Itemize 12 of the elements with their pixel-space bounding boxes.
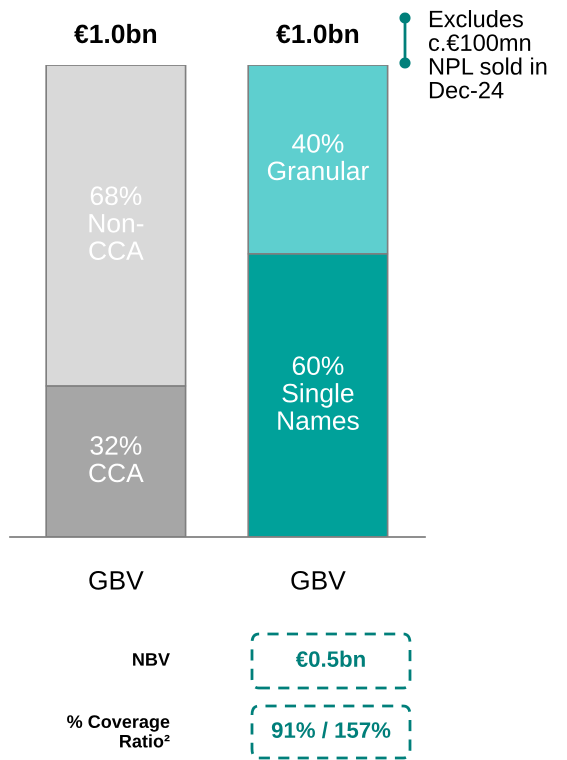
text: % Coverage Ratio² <box>67 715 170 748</box>
text: €0.5bn <box>296 650 365 667</box>
data-label: 40% Granular <box>268 134 369 180</box>
data-label: 32% CCA <box>89 436 144 482</box>
text: NBV <box>133 653 170 666</box>
text: €1.0bn <box>276 24 358 44</box>
x-tick-label: GBV <box>89 571 144 590</box>
text: 91% / 157% <box>272 722 390 738</box>
data-label: 60% Single Names <box>278 356 359 430</box>
x-tick-label: GBV <box>291 571 346 590</box>
text: €1.0bn <box>74 24 156 44</box>
text: Excludes c.€100mn NPL sold in Dec-24 <box>429 10 546 99</box>
